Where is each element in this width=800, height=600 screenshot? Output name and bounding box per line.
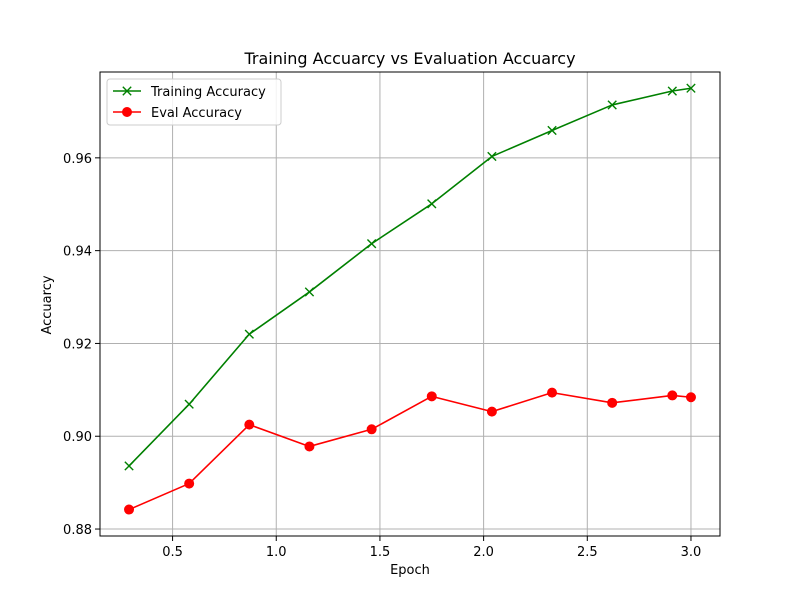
legend-box — [106, 78, 282, 126]
data-point — [304, 287, 315, 297]
data-point — [607, 397, 618, 408]
legend: Training Accuracy Eval Accuracy — [106, 78, 282, 126]
y-tick-label: 0.92 — [63, 337, 92, 352]
data-point — [184, 399, 194, 409]
data-point — [686, 83, 696, 93]
legend-entry: Eval Accuracy — [113, 106, 242, 121]
series-0 — [124, 83, 696, 471]
y-axis-ticks: 0.88 0.90 0.92 0.94 0.96 — [63, 152, 100, 538]
chart-title: Training Accuarcy vs Evaluation Accuarcy — [243, 49, 575, 68]
y-tick-label: 0.94 — [63, 245, 92, 260]
data-point — [486, 406, 497, 417]
data-point — [426, 391, 437, 402]
x-tick-label: 3.0 — [681, 545, 702, 560]
legend-entry: Training Accuracy — [113, 85, 266, 100]
data-point — [685, 392, 696, 403]
x-axis-ticks: 0.5 1.0 1.5 2.0 2.5 3.0 — [162, 536, 701, 560]
series-1 — [124, 387, 696, 515]
data-point — [366, 424, 377, 435]
x-tick-label: 2.0 — [473, 545, 494, 560]
y-axis-label: Accuarcy — [40, 275, 55, 334]
series-layer — [124, 83, 696, 515]
legend-marker — [122, 107, 132, 117]
plot-frame — [99, 71, 721, 537]
data-point — [244, 329, 254, 339]
y-tick-label: 0.90 — [63, 430, 92, 445]
data-point — [124, 504, 135, 515]
data-point — [366, 238, 377, 249]
data-point — [184, 478, 195, 489]
data-point — [607, 100, 617, 110]
x-tick-label: 1.0 — [266, 545, 287, 560]
legend-label: Eval Accuracy — [151, 106, 242, 121]
x-tick-label: 1.5 — [370, 545, 391, 560]
legend-marker — [122, 86, 132, 96]
y-tick-label: 0.96 — [63, 152, 92, 167]
data-point — [487, 151, 497, 162]
x-tick-label: 2.5 — [577, 545, 598, 560]
data-point — [427, 199, 437, 209]
x-tick-label: 0.5 — [162, 545, 183, 560]
data-point — [304, 441, 315, 452]
data-point — [547, 125, 557, 136]
data-point — [244, 419, 255, 430]
legend-label: Training Accuracy — [150, 85, 266, 100]
y-tick-label: 0.88 — [63, 523, 92, 538]
grid — [100, 72, 720, 536]
x-axis-label: Epoch — [390, 563, 430, 578]
data-point — [547, 387, 558, 398]
data-point — [667, 86, 678, 96]
data-point — [667, 390, 678, 401]
data-point — [124, 461, 134, 471]
